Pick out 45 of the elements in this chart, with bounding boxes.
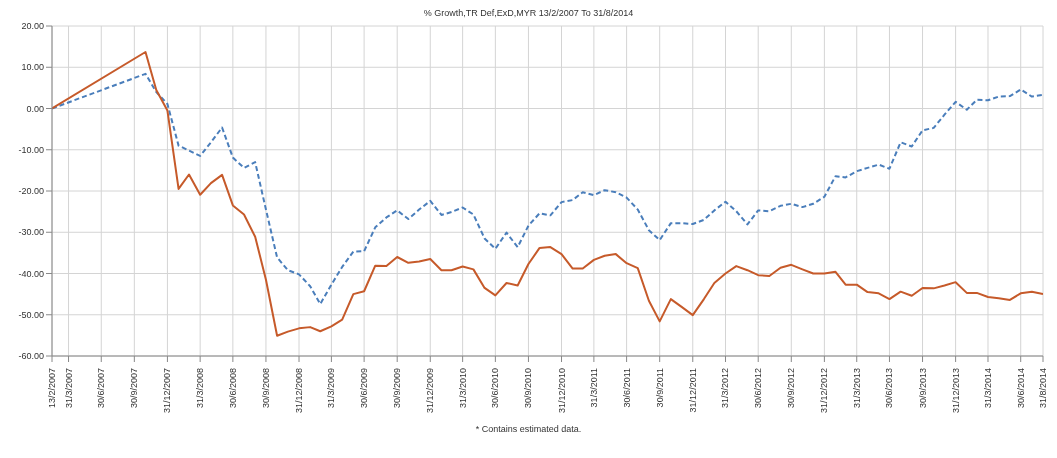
x-tick-label: 30/9/2010: [523, 368, 534, 409]
y-tick-label: -50.00: [18, 309, 44, 320]
x-tick-label: 31/3/2012: [720, 368, 731, 409]
x-tick-label: 31/3/2008: [195, 368, 206, 409]
y-tick-label: 20.00: [21, 21, 44, 32]
y-tick-label: -40.00: [18, 268, 44, 279]
x-tick-label: 31/3/2010: [457, 368, 468, 409]
y-tick-label: 0.00: [26, 103, 44, 114]
x-tick-label: 31/3/2014: [982, 368, 993, 409]
x-tick-label: 30/6/2014: [1015, 368, 1026, 409]
text: * Contains estimated data.: [475, 424, 582, 434]
x-tick-label: 31/12/2008: [294, 368, 305, 414]
x-tick-label: 31/3/2011: [588, 368, 599, 408]
x-tick-label: 30/9/2013: [917, 368, 928, 409]
x-tick-label: 30/6/2012: [753, 368, 764, 409]
x-tick-label: 30/6/2009: [359, 368, 370, 409]
x-tick-label: 30/9/2009: [392, 368, 403, 409]
y-tick-label: -10.00: [18, 144, 44, 155]
x-tick-label: 31/12/2009: [425, 368, 436, 414]
x-tick-label: 31/12/2012: [819, 368, 830, 414]
x-tick-label: 31/12/2010: [556, 368, 567, 414]
y-tick-label: -60.00: [18, 351, 44, 362]
x-tick-label: 30/6/2008: [227, 368, 238, 409]
x-tick-label: 31/3/2009: [326, 368, 337, 409]
line-series: [52, 50, 1043, 337]
x-tick-label: 30/6/2013: [884, 368, 895, 409]
x-tick-label: 30/6/2010: [490, 368, 501, 409]
x-tick-label: 31/12/2013: [950, 368, 961, 414]
x-tick-label: 31/12/2007: [162, 368, 173, 414]
x-tick-label: 31/8/2014: [1038, 368, 1048, 409]
x-tick-label: 31/3/2007: [63, 368, 74, 409]
x-tick-label: 31/3/2013: [851, 368, 862, 409]
line-series: [52, 72, 1043, 306]
x-tick-label: 13/2/2007: [47, 368, 57, 409]
x-tick-label: 30/9/2008: [260, 368, 271, 409]
chart-title: % Growth,TR Def,ExD,MYR 13/2/2007 To 31/8/2014: [422, 8, 635, 20]
y-tick-label: -30.00: [18, 227, 44, 238]
x-tick-label: 30/9/2011: [654, 368, 665, 408]
x-tick-label: 31/12/2011: [687, 368, 698, 413]
x-tick-label: 30/6/2007: [96, 368, 107, 409]
y-tick-label: 10.00: [21, 62, 44, 73]
x-tick-label: 30/6/2011: [621, 368, 632, 408]
x-tick-label: 30/9/2007: [129, 368, 140, 409]
x-tick-label: 30/9/2012: [786, 368, 797, 409]
y-tick-label: -20.00: [18, 186, 44, 197]
